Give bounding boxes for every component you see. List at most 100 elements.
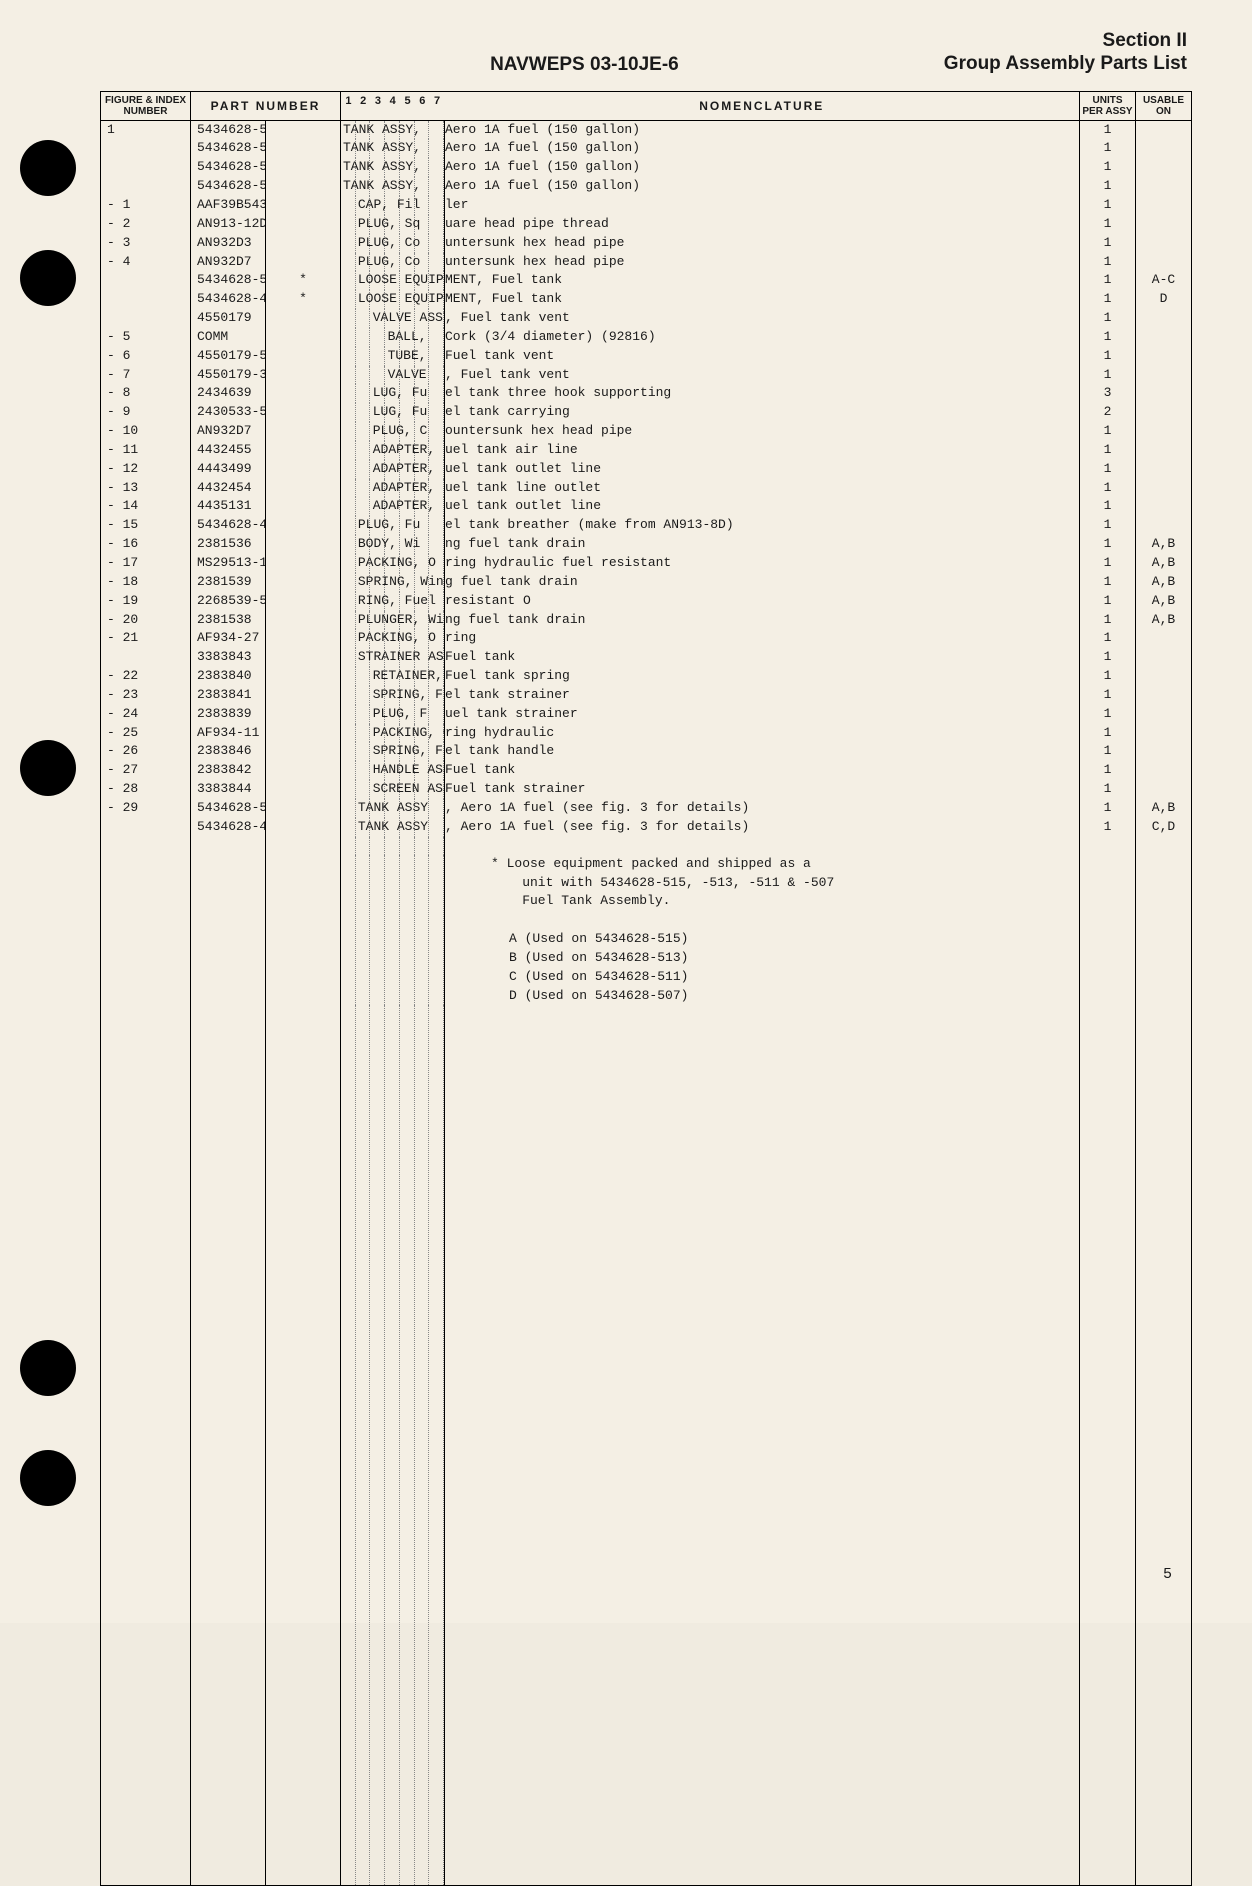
table-row: 5434628-49 TANK ASSY , Aero 1A fuel (see f… <box>101 818 1192 837</box>
cell-nomenclature-indent: ADAPTER, F <box>341 441 445 460</box>
cell-figure-index: - 19 <box>101 592 191 611</box>
cell-note-marker <box>266 705 341 724</box>
cell-figure-index <box>101 290 191 309</box>
cell-part-number: 3383844 <box>191 780 266 799</box>
nomenclature-left-fragment: RETAINER, <box>373 667 443 686</box>
cell-figure-index: - 21 <box>101 629 191 648</box>
nomenclature-left-fragment: PLUNGER, Wi <box>358 611 444 630</box>
cell-part-number: 2383842 <box>191 761 266 780</box>
cell-note-marker <box>266 120 341 139</box>
cell-note-marker <box>266 573 341 592</box>
cell-usable-on: A-C <box>1136 271 1192 290</box>
col-header-part-number: PART NUMBER <box>191 91 341 120</box>
cell-nomenclature-indent: STRAINER ASSY, <box>341 648 445 667</box>
nomenclature-left-fragment: SCREEN ASSY, <box>373 780 445 799</box>
nomenclature-left-fragment: SPRING, Fu <box>373 686 445 705</box>
nomenclature-left-fragment: SPRING, Fu <box>373 742 445 761</box>
nomenclature-left-fragment: PLUG, Sq <box>358 215 420 234</box>
nomenclature-left-fragment: PLUG, Fu <box>358 516 420 535</box>
table-row: - 92430533-501LUG, Fuel tank carrying2 <box>101 403 1192 422</box>
section-heading: Section II Group Assembly Parts List <box>944 30 1187 76</box>
cell-usable-on: A,B <box>1136 535 1192 554</box>
col-header-indent-levels: 1234567 <box>341 91 445 120</box>
cell-usable-on <box>1136 516 1192 535</box>
cell-usable-on <box>1136 177 1192 196</box>
punch-hole <box>20 140 76 196</box>
cell-nomenclature-indent: PLUG, F <box>341 705 445 724</box>
cell-part-number: 2383841 <box>191 686 266 705</box>
cell-figure-index: - 8 <box>101 384 191 403</box>
nomenclature-left-fragment: TANK ASSY, <box>343 177 421 196</box>
cell-units: 1 <box>1080 234 1136 253</box>
cell-note-marker <box>266 253 341 272</box>
cell-nomenclature-indent: RING, Fuel <box>341 592 445 611</box>
cell-note-marker <box>266 761 341 780</box>
col-header-usable-on: USABLE ON <box>1136 91 1192 120</box>
cell-part-number: 5434628-49 <box>191 818 266 837</box>
cell-nomenclature-indent <box>341 1005 445 1885</box>
cell-nomenclature: , Aero 1A fuel (see fig. 3 for details) <box>445 818 1080 837</box>
cell-usable-on <box>1136 497 1192 516</box>
table-row: - 232383841SPRING, Fuel tank strainer1 <box>101 686 1192 705</box>
cell-nomenclature-indent: PACKING, O <box>341 629 445 648</box>
cell-units: 1 <box>1080 611 1136 630</box>
cell-usable-on <box>1136 686 1192 705</box>
cell-note-marker <box>266 177 341 196</box>
cell-nomenclature: ng fuel tank drain <box>445 611 1080 630</box>
nomenclature-left-fragment: ADAPTER, F <box>373 441 445 460</box>
cell-figure-index: - 16 <box>101 535 191 554</box>
table-row: - 82434639LUG, Fuel tank three hook supp… <box>101 384 1192 403</box>
cell-nomenclature: Aero 1A fuel (150 gallon) <box>445 158 1080 177</box>
cell-usable-on <box>1136 120 1192 139</box>
table-row: 15434628-515TANK ASSY,Aero 1A fuel (150 … <box>101 120 1192 139</box>
cell-note-marker <box>266 780 341 799</box>
table-row: 5434628-511TANK ASSY,Aero 1A fuel (150 g… <box>101 158 1192 177</box>
nomenclature-left-fragment: TANK ASSY, <box>343 158 421 177</box>
nomenclature-left-fragment: PLUG, F <box>373 705 428 724</box>
cell-units: 1 <box>1080 441 1136 460</box>
cell-note-marker <box>266 742 341 761</box>
cell-note-marker <box>266 554 341 573</box>
nomenclature-left-fragment: LOOSE EQUIP <box>358 271 444 290</box>
cell-note-marker <box>266 479 341 498</box>
section-title: Section II <box>944 30 1187 53</box>
cell-nomenclature-indent: CAP, Fil <box>341 196 445 215</box>
nomenclature-left-fragment: PACKING, O <box>373 724 445 743</box>
cell-part-number: 4432455 <box>191 441 266 460</box>
punch-hole <box>20 740 76 796</box>
cell-units: 1 <box>1080 592 1136 611</box>
cell-nomenclature-indent: PLUG, Fu <box>341 516 445 535</box>
cell-units: 1 <box>1080 516 1136 535</box>
cell-units: 1 <box>1080 347 1136 366</box>
section-subtitle: Group Assembly Parts List <box>944 53 1187 76</box>
nomenclature-left-fragment: STRAINER ASSY, <box>358 648 445 667</box>
cell-units: 1 <box>1080 158 1136 177</box>
cell-units: 1 <box>1080 799 1136 818</box>
cell-usable-on <box>1136 422 1192 441</box>
nomenclature-left-fragment: ADAPTER, F <box>373 479 445 498</box>
cell-part-number: AN932D7 <box>191 422 266 441</box>
table-row: - 17MS29513-116PACKING, O ring hydraulic… <box>101 554 1192 573</box>
nomenclature-left-fragment: TANK ASSY <box>358 818 428 837</box>
cell-figure-index: - 14 <box>101 497 191 516</box>
table-row: - 1AAF39B5435CAP, Filler1 <box>101 196 1192 215</box>
cell-nomenclature: el tank strainer <box>445 686 1080 705</box>
cell-units: 1 <box>1080 573 1136 592</box>
cell-note-marker <box>266 535 341 554</box>
cell-nomenclature-indent: PLUG, Co <box>341 253 445 272</box>
cell-note-marker <box>266 158 341 177</box>
cell-figure-index <box>101 158 191 177</box>
cell-usable-on <box>1136 253 1192 272</box>
cell-usable-on: D <box>1136 290 1192 309</box>
cell-nomenclature: uel tank air line <box>445 441 1080 460</box>
cell-part-number: AN913-12D <box>191 215 266 234</box>
usable-on-code-definition: C (Used on 5434628-511) <box>491 968 1073 987</box>
table-row: - 4AN932D7PLUG, Countersunk hex head pip… <box>101 253 1192 272</box>
cell-units: 1 <box>1080 177 1136 196</box>
nomenclature-left-fragment: BODY, Wi <box>358 535 420 554</box>
cell-part-number: 4443499 <box>191 460 266 479</box>
nomenclature-left-fragment: VALVE <box>388 366 427 385</box>
cell-figure-index: - 7 <box>101 366 191 385</box>
cell-nomenclature: MENT, Fuel tank <box>445 290 1080 309</box>
table-row: - 2AN913-12DPLUG, Square head pipe threa… <box>101 215 1192 234</box>
